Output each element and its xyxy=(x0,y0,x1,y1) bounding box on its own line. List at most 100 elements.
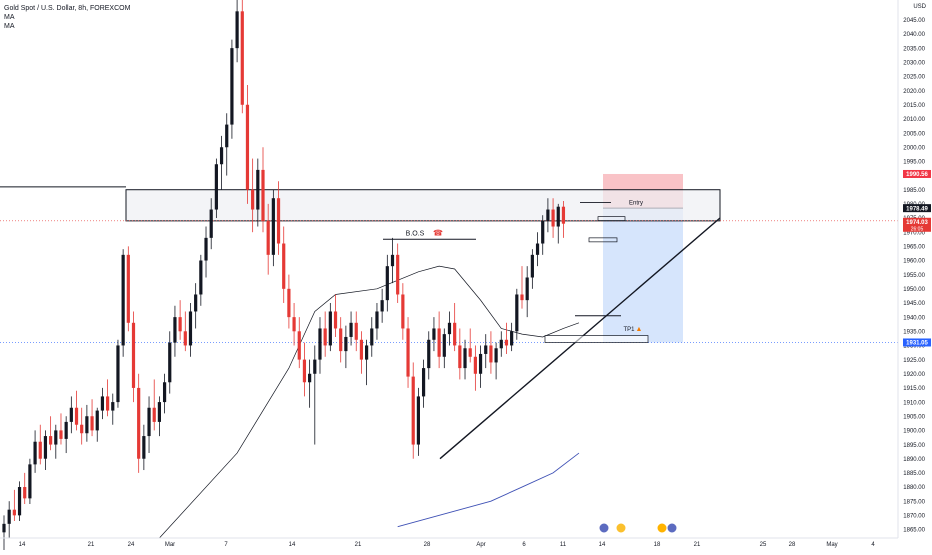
candle xyxy=(504,339,509,346)
price-tick-label: 1930.00 xyxy=(903,344,925,350)
time-tick-label: 11 xyxy=(560,542,567,548)
candle xyxy=(100,396,105,411)
time-tick-label: Mar xyxy=(165,542,175,548)
candle xyxy=(375,311,379,329)
candle xyxy=(432,328,436,340)
candle xyxy=(287,288,291,318)
chart-legend: Gold Spot / U.S. Dollar, 8h, FOREXCOM MA… xyxy=(4,4,130,31)
candle xyxy=(126,254,130,323)
time-tick-label: 21 xyxy=(694,542,701,548)
candle xyxy=(116,345,120,403)
candle xyxy=(251,189,255,210)
price-tick-label: 1910.00 xyxy=(903,400,925,406)
time-tick-label: May xyxy=(826,542,837,548)
candle xyxy=(142,436,146,459)
price-tick-label: 1885.00 xyxy=(903,471,925,477)
price-tick-label: 2000.00 xyxy=(903,145,925,151)
candle xyxy=(349,322,353,337)
candle xyxy=(484,345,488,354)
candle xyxy=(328,311,332,346)
candle xyxy=(421,368,426,397)
price-tick-label: 2045.00 xyxy=(903,18,925,24)
candle xyxy=(147,407,151,437)
candle xyxy=(33,441,37,465)
candle xyxy=(266,220,270,255)
candle xyxy=(230,48,234,125)
candle xyxy=(54,430,58,445)
symbol-title[interactable]: Gold Spot / U.S. Dollar, 8h, FOREXCOM xyxy=(4,5,131,12)
price-tick-label: 2005.00 xyxy=(903,131,925,137)
time-tick-label: 7 xyxy=(224,542,228,548)
candle xyxy=(561,206,566,224)
price-tick-label: 1920.00 xyxy=(903,372,925,378)
price-tick-label: 1880.00 xyxy=(903,485,925,491)
price-tick-label: 1905.00 xyxy=(903,414,925,420)
candle xyxy=(183,331,187,346)
candle xyxy=(546,209,550,221)
candle xyxy=(453,322,457,346)
candle xyxy=(121,254,125,346)
time-tick-label: 14 xyxy=(19,542,26,548)
candle xyxy=(530,254,534,278)
marker-box xyxy=(588,237,618,243)
candle xyxy=(396,254,400,295)
candle xyxy=(551,209,555,227)
time-tick-label: 25 xyxy=(760,542,767,548)
time-tick-label: 14 xyxy=(289,542,296,548)
candle xyxy=(478,353,483,374)
candle xyxy=(535,243,540,255)
price-tick-label: 1870.00 xyxy=(903,514,925,520)
entry-label: Entry xyxy=(629,200,643,206)
candle xyxy=(80,424,84,434)
sl-price-tag: 1990.56 xyxy=(906,172,928,178)
candle xyxy=(168,342,172,383)
price-tick-label: 1865.00 xyxy=(903,528,925,534)
ma-indicator-1[interactable]: MA xyxy=(4,14,15,21)
price-tick-label: 1875.00 xyxy=(903,499,925,505)
ma-long-line xyxy=(397,452,580,528)
candle xyxy=(204,237,208,261)
candle xyxy=(427,339,431,369)
candle xyxy=(235,11,239,49)
price-tick-label: 1940.00 xyxy=(903,315,925,321)
countdown-timer: 26:05 xyxy=(911,226,924,232)
candle xyxy=(354,322,358,340)
candle xyxy=(188,311,193,346)
economic-event-icon xyxy=(598,522,610,534)
flame-icon: ▲ xyxy=(636,326,643,333)
entry-price-tag: 1978.49 xyxy=(906,206,928,212)
price-tick-label: 1970.00 xyxy=(903,230,925,236)
price-tick-label: 1915.00 xyxy=(903,386,925,392)
price-tick-label: 1945.00 xyxy=(903,301,925,307)
candle xyxy=(401,294,405,329)
candle xyxy=(152,407,156,422)
bos-label: B.O.S xyxy=(406,230,425,237)
candle xyxy=(308,373,312,383)
candle xyxy=(59,430,63,439)
candle xyxy=(556,206,560,227)
tp-label: TP1 xyxy=(623,327,635,333)
candle xyxy=(219,147,224,165)
time-tick-label: 6 xyxy=(522,542,526,548)
price-tick-label: 1890.00 xyxy=(903,457,925,463)
currency-label: USD xyxy=(913,4,926,10)
candle xyxy=(256,169,260,210)
economic-event-icon xyxy=(666,522,678,534)
candle xyxy=(276,198,281,244)
time-tick-label: 14 xyxy=(599,542,606,548)
take-profit-zone xyxy=(603,208,683,343)
candle xyxy=(323,328,327,346)
ma-indicator-2[interactable]: MA xyxy=(4,23,15,30)
time-tick-label: 24 xyxy=(128,542,135,548)
candle xyxy=(437,328,441,357)
candle xyxy=(106,396,110,411)
candle xyxy=(297,331,301,360)
candle xyxy=(292,317,296,332)
candle xyxy=(38,441,42,459)
price-tick-label: 2020.00 xyxy=(903,89,925,95)
candle xyxy=(2,523,6,533)
candle xyxy=(7,509,11,524)
candle xyxy=(318,328,322,360)
